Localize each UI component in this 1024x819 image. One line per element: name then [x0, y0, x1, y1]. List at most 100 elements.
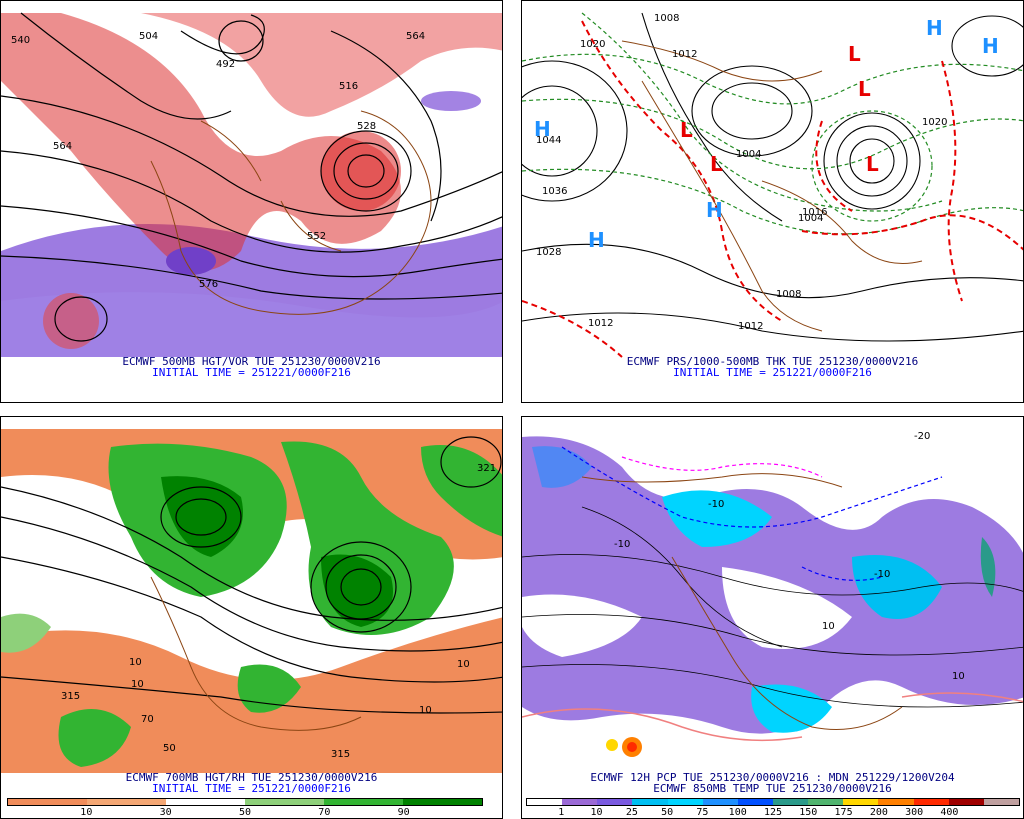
contour-label: 504: [139, 31, 158, 42]
legend-swatch: [948, 799, 984, 805]
isobar-label: 1016: [802, 207, 827, 218]
legend-tick-label: 50: [661, 807, 674, 818]
high-pressure-symbol: H: [982, 34, 999, 58]
panel-subtitle: ECMWF 850MB TEMP TUE 251230/0000V216: [653, 782, 892, 795]
high-pressure-symbol: H: [588, 228, 605, 252]
panel-title: ECMWF 12H PCP TUE 251230/0000V216 : MDN …: [590, 771, 955, 784]
contour-label: 528: [357, 121, 376, 132]
isobar-label: 1012: [738, 321, 763, 332]
legend-swatch: [324, 799, 403, 805]
contour-label: 321: [477, 463, 496, 474]
legend-swatch: [737, 799, 773, 805]
rh-legend-ticks: 10 30 50 70 90: [7, 807, 483, 818]
legend-swatch: [808, 799, 844, 805]
legend-tick-label: 1: [558, 807, 565, 818]
legend-swatch: [702, 799, 738, 805]
initial-time: INITIAL TIME = 251221/0000F216: [673, 366, 872, 379]
isotherm-label: -10: [614, 539, 630, 550]
initial-time: INITIAL TIME = 251221/0000F216: [152, 366, 351, 379]
map-precip: -20 -10 -10 -10 10 10: [522, 429, 1023, 773]
high-pressure-symbol: H: [926, 16, 943, 40]
rh-color-legend: [7, 798, 483, 806]
legend-tick-label: 125: [763, 807, 783, 818]
map-700mb: 321 10 315 10 50 10 70 315 10: [1, 429, 502, 773]
isotherm-label: -20: [914, 431, 930, 442]
low-pressure-symbol: L: [848, 42, 861, 66]
legend-tick-label: 200: [869, 807, 888, 818]
legend-swatch: [87, 799, 166, 805]
legend-swatch: [8, 799, 87, 805]
legend-swatch: [527, 799, 563, 805]
legend-tick-label: 50: [238, 807, 252, 818]
isotherm-label: -10: [708, 499, 724, 510]
legend-tick-label: 175: [834, 807, 853, 818]
legend-tick-label: 75: [696, 807, 709, 818]
legend-swatch: [562, 799, 598, 805]
contour-label: 10: [129, 657, 142, 668]
contour-label: 70: [141, 714, 154, 725]
legend-swatch: [245, 799, 324, 805]
legend-swatch: [843, 799, 879, 805]
low-pressure-symbol: L: [866, 152, 879, 176]
legend-tick-label: 10: [80, 807, 93, 818]
contour-label: 10: [419, 705, 432, 716]
contour-label: 564: [406, 31, 425, 42]
contour-label: 492: [216, 59, 235, 70]
isobar-label: 1008: [776, 289, 801, 300]
panel-surface-pressure-thickness: H H H H H L L L L L 1020 1044 1036 1028 …: [521, 0, 1024, 403]
isobar-label: 1044: [536, 135, 561, 146]
isobar-label: 1036: [542, 186, 567, 197]
legend-swatch: [772, 799, 809, 805]
legend-tick-label: 10: [590, 807, 603, 818]
precip-color-legend: [526, 798, 1020, 806]
isotherm-label: -10: [874, 569, 890, 580]
legend-tick-label: 90: [397, 807, 410, 818]
isobar-label: 1020: [580, 39, 605, 50]
legend-swatch: [878, 799, 914, 805]
isobar-label: 1004: [736, 149, 761, 160]
legend-swatch: [667, 799, 703, 805]
isobar-label: 1020: [922, 117, 947, 128]
legend-tick-label: 30: [159, 807, 172, 818]
isobar-label: 1004: [798, 213, 823, 224]
legend-tick-label: 70: [318, 807, 331, 818]
legend-swatch: [913, 799, 949, 805]
legend-tick-label: 25: [625, 807, 638, 818]
high-pressure-symbol: H: [534, 117, 551, 141]
contour-label: 516: [339, 81, 358, 92]
precip-legend-ticks: 1 10 25 50 75 100 125 150 175 200 300 400: [526, 807, 1020, 818]
low-pressure-symbol: L: [710, 152, 723, 176]
legend-tick-label: 150: [799, 807, 818, 818]
isotherm-label: 10: [952, 671, 965, 682]
legend-tick-label: 400: [940, 807, 959, 818]
contour-label: 10: [131, 679, 144, 690]
legend-swatch: [166, 799, 245, 805]
panel-title: ECMWF 700MB HGT/RH TUE 251230/0000V216: [125, 771, 378, 784]
panel-title: ECMWF 500MB HGT/VOR TUE 251230/0000V216: [122, 355, 381, 368]
legend-swatch: [632, 799, 668, 805]
initial-time: INITIAL TIME = 251221/0000F216: [152, 782, 351, 795]
contour-label: 564: [53, 141, 72, 152]
map-surface-pressure: H H H H H L L L L L 1020 1044 1036 1028 …: [522, 12, 1023, 358]
isobar-label: 1008: [654, 13, 679, 24]
contour-label: 540: [11, 35, 30, 46]
contour-label: 50: [163, 743, 176, 754]
contour-label: 552: [307, 231, 326, 242]
legend-swatch: [597, 799, 633, 805]
map-500mb: 540 564 504 564 492 516 528 552 576: [1, 12, 502, 357]
panel-precip-850mb-temp: -20 -10 -10 -10 10 10 ECMWF 12H PCP TUE …: [521, 416, 1024, 819]
low-pressure-symbol: L: [680, 118, 693, 142]
high-pressure-symbol: H: [706, 198, 723, 222]
panel-700mb-rh: 321 10 315 10 50 10 70 315 10 ECMWF 700M…: [0, 416, 503, 819]
panel-title: ECMWF PRS/1000-500MB THK TUE 251230/0000…: [626, 355, 919, 368]
panel-500mb-vorticity: 540 564 504 564 492 516 528 552 576 ECMW…: [0, 0, 503, 403]
contour-label: 315: [61, 691, 80, 702]
isobar-label: 1028: [536, 247, 561, 258]
legend-swatch: [403, 799, 482, 805]
contour-label: 576: [199, 279, 218, 290]
legend-swatch: [983, 799, 1019, 805]
low-pressure-symbol: L: [858, 77, 871, 101]
contour-label: 10: [457, 659, 470, 670]
isobar-label: 1012: [588, 318, 613, 329]
isobar-label: 1012: [672, 49, 697, 60]
